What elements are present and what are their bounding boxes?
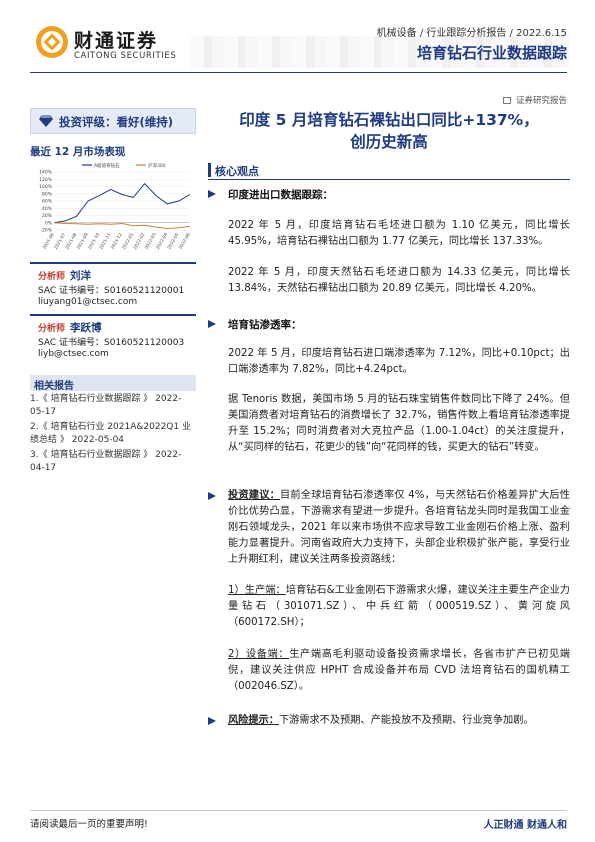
paragraph-us-market: 据 Tenoris 数据，美国市场 5 月的钻石珠宝销售件数同比下降了 24%。…	[228, 394, 570, 453]
related-report-item[interactable]: 1.《 培育钻石行业数据跟踪 》 2022-05-17	[30, 394, 182, 417]
paragraph-natural-diamond-trade: 2022 年 5 月，印度天然钻石毛坯进口额为 14.33 亿美元，同比增长 1…	[228, 267, 570, 294]
bullet-icon	[208, 320, 216, 328]
footer-slogan: 人正财通 财通人和	[483, 820, 567, 831]
caitong-logo-icon	[36, 26, 68, 58]
paragraph-lab-diamond-trade: 2022 年 5 月，印度培育钻石毛坯进口额为 1.10 亿美元，同比增长 45…	[228, 220, 570, 247]
analyst-1-name: 刘洋	[70, 270, 92, 282]
header-decor-band	[190, 36, 570, 68]
y-tick-label: 60%	[42, 199, 53, 205]
analyst-2-name: 李跃博	[70, 322, 102, 334]
related-report-item[interactable]: 2.《 培育钻石行业 2021A&2022Q1 业绩总结 》 2022-05-0…	[30, 422, 191, 445]
report-series-title: 培育钻石行业数据跟踪	[416, 44, 567, 62]
y-tick-label: 20%	[42, 213, 53, 219]
document-icon	[502, 97, 511, 104]
paragraph-penetration-rate: 2022 年 5 月，印度培育钻石进口端渗透率为 7.12%，同比+0.10pc…	[228, 348, 570, 375]
analyst-1-sac: SAC 证书编号：S0160521120001	[38, 286, 185, 296]
bullet-icon	[208, 190, 216, 198]
legend-label: A股培育钻石	[94, 162, 120, 169]
y-tick-label: -20%	[40, 228, 52, 234]
sidebar-divider	[30, 314, 196, 316]
y-tick-label: 0%	[45, 220, 53, 226]
investment-rating: 投资评级：看好(维持)	[59, 115, 174, 129]
series-line	[53, 222, 191, 230]
core-viewpoint-title: 核心观点	[215, 165, 259, 178]
logo-english-name: CAITONG SECURITIES	[74, 51, 177, 61]
market-performance-chart: A股培育钻石 沪深300 140% 120% 100% 80% 60% 40% 20% 0% -20…	[30, 160, 196, 256]
y-tick-label: 140%	[39, 170, 53, 176]
footer-divider	[30, 810, 567, 811]
paragraph-equipment-side: 2）设备端：生产端高毛利驱动设备投资需求增长，各省市扩产已初见端倪，建议关注供应…	[228, 649, 570, 692]
paragraph-investment-advice: 投资建议：目前全球培育钻石渗透率仅 4%，与天然钻石价格差异扩大后性价比优势凸显…	[228, 490, 570, 565]
company-logo: 财通证券 CAITONG SECURITIES	[30, 20, 180, 68]
legend-label: 沪深300	[148, 162, 166, 169]
section-penetration-heading: 培育钻渗透率：	[228, 319, 302, 331]
bullet-icon	[208, 717, 216, 725]
footer-disclaimer[interactable]: 请阅读最后一页的重要声明!	[30, 819, 148, 830]
market-performance-title: 最近 12 月市场表现	[30, 146, 126, 158]
main-title-line-2: 创历史新高	[350, 133, 428, 151]
report-meta: 机械设备 / 行业跟踪分析报告 / 2022.6.15	[376, 28, 567, 39]
sidebar-divider	[30, 262, 196, 264]
related-reports-header: 相关报告	[30, 375, 196, 392]
analyst-2-email[interactable]: liyb@ctsec.com	[38, 349, 109, 359]
market-performance-svg: A股培育钻石 沪深300 140%120%100%80% 60%40%20%0% -20…	[39, 162, 192, 251]
analyst-1-email[interactable]: liuyang01@ctsec.com	[38, 297, 138, 307]
related-report-item[interactable]: 3.《 培育钻石行业数据跟踪 》 2022-04-17	[30, 450, 182, 473]
bullet-icon	[208, 492, 216, 500]
core-divider	[208, 179, 570, 180]
core-title-bar	[208, 163, 211, 177]
paragraph-production-side: 1）生产端：培育钻石&工业金刚石下游需求火爆，建议关注主要生产企业力量钻石（30…	[228, 585, 570, 628]
y-tick-label: 120%	[39, 177, 53, 183]
logo-chinese-name: 财通证券	[74, 30, 159, 52]
diamond-icon	[39, 115, 53, 127]
analyst-1-role: 分析师 刘洋	[38, 270, 92, 282]
header-divider	[30, 72, 567, 73]
y-tick-label: 40%	[42, 206, 53, 212]
y-tick-label: 80%	[42, 191, 53, 197]
report-type-label: 证券研究报告	[502, 94, 567, 106]
main-title-line-1: 印度 5 月培育钻石裸钻出口同比+137%，	[239, 111, 539, 129]
analyst-2-sac: SAC 证书编号：S0160521120003	[38, 338, 185, 348]
investment-rating-box: 投资评级：看好(维持)	[30, 108, 196, 134]
analyst-2-role: 分析师 李跃博	[38, 322, 102, 334]
paragraph-risk-warning: 风险提示：下游需求不及预期、产能投放不及预期、行业竞争加剧。	[228, 715, 534, 726]
y-tick-label: 100%	[39, 184, 53, 190]
series-line	[53, 182, 191, 224]
section-trade-data-heading: 印度进出口数据跟踪：	[228, 189, 333, 201]
